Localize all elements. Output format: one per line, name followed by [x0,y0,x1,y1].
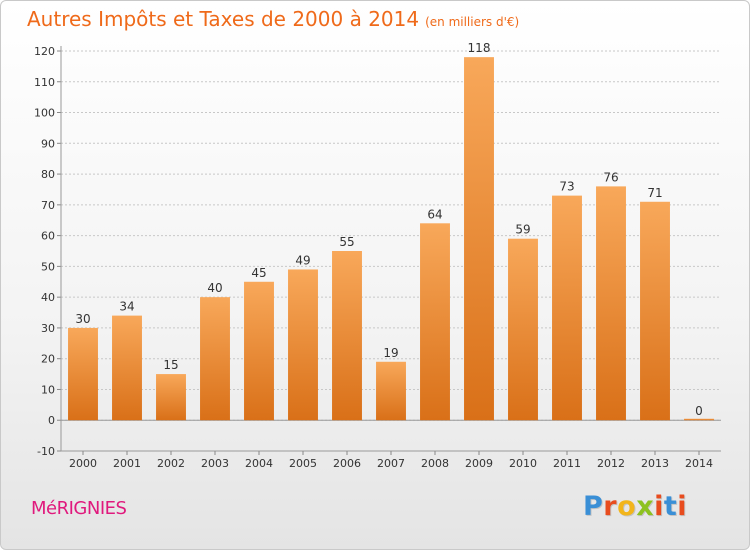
x-tick-label: 2001 [113,457,141,470]
bar [200,297,230,421]
y-tick-label: 0 [48,414,55,427]
x-tick-label: 2009 [465,457,493,470]
y-tick-label: 120 [34,45,55,58]
bar [420,223,450,421]
bar [376,361,406,421]
bar-value-label: 118 [468,41,491,55]
bar-value-label: 0 [695,404,703,418]
bar [464,57,494,421]
bar-value-label: 15 [163,358,178,372]
bar [508,238,538,421]
logo-letter: i [654,491,664,522]
y-tick-label: -10 [37,445,55,458]
bars [68,57,714,421]
logo-letter: i [677,491,688,522]
x-tick-label: 2012 [597,457,625,470]
bar-value-label: 71 [647,186,662,200]
bar-value-label: 59 [515,223,530,237]
bar-value-label: 19 [383,346,398,360]
y-tick-label: 40 [41,291,55,304]
bar [552,195,582,421]
x-tick-label: 2011 [553,457,581,470]
x-tick-label: 2008 [421,457,449,470]
bar-value-label: 55 [339,235,354,249]
x-tick-label: 2002 [157,457,185,470]
x-tick-label: 2014 [685,457,713,470]
bar-value-label: 40 [207,281,222,295]
y-tick-label: 110 [34,76,55,89]
y-tick-label: 20 [41,353,55,366]
bar-value-label: 34 [119,300,134,314]
bar [596,186,626,421]
x-tick-label: 2000 [69,457,97,470]
labels: 30 34 15 40 45 49 55 19 64 118 59 73 76 71 0 [75,41,702,418]
y-tick-label: 80 [41,168,55,181]
y-tick-label: 70 [41,199,55,212]
x-tick-label: 2006 [333,457,361,470]
chart-unit: (en milliers d'€) [425,15,520,29]
x-tick-label: 2003 [201,457,229,470]
bar-value-label: 64 [427,207,442,221]
bar-value-label: 49 [295,253,310,267]
bar [244,281,274,421]
bar [156,374,186,421]
bar [288,269,318,421]
y-tick-label: 30 [41,322,55,335]
x-tick-label: 2004 [245,457,273,470]
logo-letter: x [636,491,655,522]
bar [684,418,714,421]
logo-letter: t [663,491,678,522]
chart-title-text: Autres Impôts et Taxes de 2000 à 2014 [27,7,420,31]
bar-value-label: 73 [559,180,574,194]
logo-letter: P [583,491,604,522]
logo-letter: r [603,491,618,522]
bar-value-label: 45 [251,266,266,280]
x-tick-label: 2013 [641,457,669,470]
y-tick-label: 90 [41,137,55,150]
axes: -10 0 10 20 30 40 50 60 70 80 90 100 110 120 2000 2001 2… [34,45,721,470]
bar [640,201,670,421]
bar-value-label: 76 [603,170,618,184]
chart-title: Autres Impôts et Taxes de 2000 à 2014 (en… [27,7,519,31]
x-tick-label: 2007 [377,457,405,470]
y-tick-label: 50 [41,260,55,273]
town-name: MéRIGNIES [31,498,127,519]
bar [68,327,98,421]
x-tick-label: 2010 [509,457,537,470]
y-tick-label: 10 [41,383,55,396]
y-tick-label: 60 [41,230,55,243]
bar [112,315,142,421]
x-tick-label: 2005 [289,457,317,470]
logo-letter: o [617,491,637,522]
bar [332,251,362,421]
y-tick-label: 100 [34,107,55,120]
bar-value-label: 30 [75,312,90,326]
proxiti-logo[interactable]: Proxiti [583,491,687,522]
